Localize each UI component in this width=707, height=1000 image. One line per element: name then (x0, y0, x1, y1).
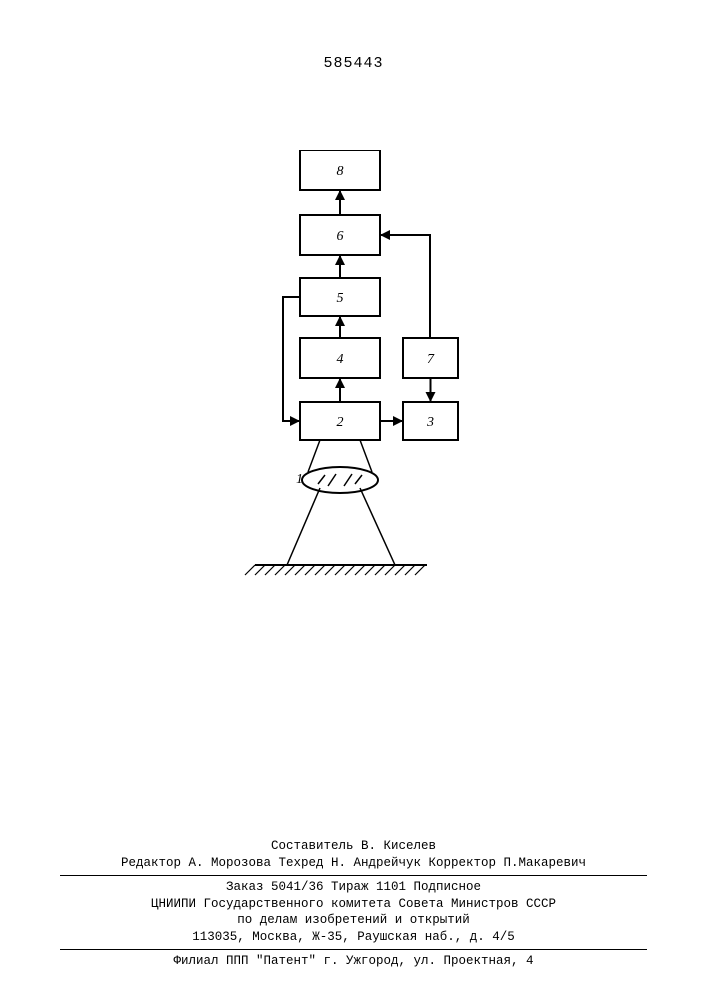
footer-block: Составитель В. Киселев Редактор А. Мороз… (0, 838, 707, 970)
footer-org-1: ЦНИИПИ Государственного комитета Совета … (0, 896, 707, 913)
footer-editors: Редактор А. Морозова Техред Н. Андрейчук… (0, 855, 707, 872)
footer-org-2: по делам изобретений и открытий (0, 912, 707, 929)
svg-text:3: 3 (426, 415, 434, 430)
svg-text:8: 8 (337, 164, 344, 179)
footer-rule-2 (60, 949, 647, 950)
footer-rule-1 (60, 875, 647, 876)
svg-text:7: 7 (427, 352, 435, 367)
svg-text:1: 1 (296, 472, 303, 487)
footer-order: Заказ 5041/36 Тираж 1101 Подписное (0, 879, 707, 896)
svg-text:6: 6 (337, 229, 344, 244)
page-number: 585443 (0, 55, 707, 72)
footer-branch: Филиал ППП "Патент" г. Ужгород, ул. Прое… (0, 953, 707, 970)
svg-text:5: 5 (337, 291, 344, 306)
svg-text:4: 4 (337, 352, 344, 367)
block-diagram: 8 6 5 4 2 7 3 1 (0, 150, 707, 610)
svg-text:2: 2 (337, 415, 344, 430)
footer-compiler: Составитель В. Киселев (0, 838, 707, 855)
footer-address: 113035, Москва, Ж-35, Раушская наб., д. … (0, 929, 707, 946)
